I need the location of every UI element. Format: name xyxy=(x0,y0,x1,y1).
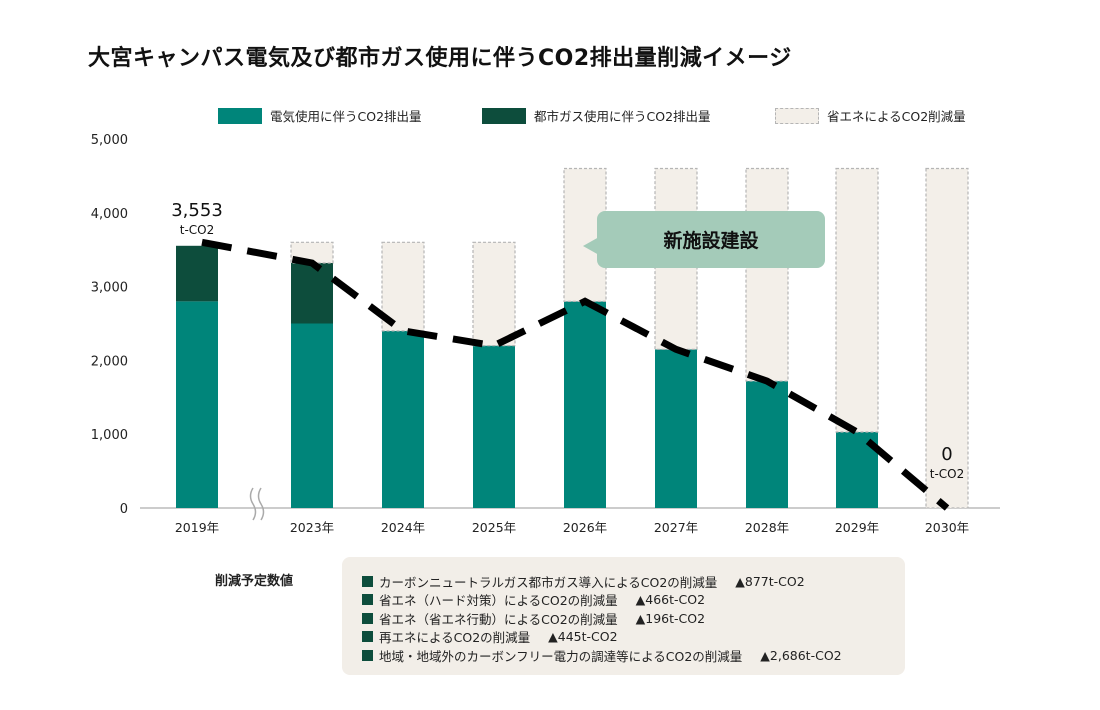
bar-electric xyxy=(655,349,697,508)
schedule-item: 省エネ（ハード対策）によるCO2の削減量 ▲466t-CO2 xyxy=(362,591,842,610)
bar-gas xyxy=(291,262,333,324)
schedule-item-value: ▲196t-CO2 xyxy=(635,610,706,626)
schedule-item-text: 地域・地域外のカーボンフリー電力の調達等によるCO2の削減量 xyxy=(379,648,743,664)
legend-electric: 電気使用に伴うCO2排出量 xyxy=(218,106,422,125)
start-unit-label: t-CO2 xyxy=(180,223,215,237)
bar-electric xyxy=(291,323,333,508)
legend-label: 電気使用に伴うCO2排出量 xyxy=(270,109,422,124)
bullet-square-icon xyxy=(362,594,373,606)
schedule-item: カーボンニュートラルガス都市ガス導入によるCO2の削減量 ▲877t-CO2 xyxy=(362,572,842,591)
schedule-item-value: ▲466t-CO2 xyxy=(635,592,706,608)
bullet-square-icon xyxy=(362,649,373,661)
bar-reduction xyxy=(835,167,879,433)
x-tick-label: 2024年 xyxy=(381,520,425,535)
x-tick-label: 2023年 xyxy=(290,520,334,535)
legend-reduction: 省エネによるCO2削減量 xyxy=(775,106,966,125)
x-tick-label: 2030年 xyxy=(925,520,969,535)
y-tick-label: 4,000 xyxy=(91,207,128,222)
schedule-item: 省エネ（省エネ行動）によるCO2の削減量 ▲196t-CO2 xyxy=(362,609,842,628)
chart-title: 大宮キャンパス電気及び都市ガス使用に伴うCO2排出量削減イメージ xyxy=(88,46,792,71)
bar-electric xyxy=(746,381,788,508)
bar-electric xyxy=(564,301,606,508)
y-tick-label: 3,000 xyxy=(91,281,128,296)
schedule-item-text: カーボンニュートラルガス都市ガス導入によるCO2の削減量 xyxy=(379,574,718,590)
chart-plot: 0 1,000 2,000 3,000 4,000 5,000 2019年 2023年 2024… xyxy=(91,133,1000,535)
legend-label: 都市ガス使用に伴うCO2排出量 xyxy=(534,109,711,124)
y-tick-label: 1,000 xyxy=(91,428,128,443)
legend-swatch-gas xyxy=(482,107,526,124)
bar-electric xyxy=(176,301,218,508)
schedule-item: 地域・地域外のカーボンフリー電力の調達等によるCO2の削減量 ▲2,686t-CO… xyxy=(362,646,842,665)
bullet-square-icon xyxy=(362,612,373,624)
legend-gas: 都市ガス使用に伴うCO2排出量 xyxy=(482,106,711,125)
axis-break-mark xyxy=(249,487,257,521)
x-tick-label: 2028年 xyxy=(745,520,789,535)
bullet-square-icon xyxy=(362,631,373,643)
bar-reduction xyxy=(745,167,789,382)
schedule-box: カーボンニュートラルガス都市ガス導入によるCO2の削減量 ▲877t-CO2 省エネ… xyxy=(342,557,905,675)
bar-reduction xyxy=(381,241,425,332)
schedule-item-value: ▲2,686t-CO2 xyxy=(760,647,842,663)
y-tick-label: 0 xyxy=(120,502,128,517)
bar-reduction xyxy=(472,241,516,347)
legend-swatch-reduction xyxy=(775,107,819,124)
trend-line xyxy=(201,238,950,511)
y-tick-label: 2,000 xyxy=(91,354,128,369)
schedule-label: 削減予定数値 xyxy=(215,574,294,589)
end-value-label: 0 xyxy=(941,444,952,465)
x-tick-label: 2025年 xyxy=(472,520,516,535)
end-unit-label: t-CO2 xyxy=(930,467,965,481)
bar-electric xyxy=(382,330,424,508)
bullet-square-icon xyxy=(362,575,373,587)
y-tick-label: 5,000 xyxy=(91,133,128,148)
x-tick-label: 2019年 xyxy=(175,520,219,535)
x-tick-label: 2026年 xyxy=(563,520,607,535)
x-tick-label: 2027年 xyxy=(654,520,698,535)
schedule-item-text: 再エネによるCO2の削減量 xyxy=(379,630,531,646)
callout-new-facility: 新施設建設 xyxy=(583,211,825,268)
schedule-item: 再エネによるCO2の削減量 ▲445t-CO2 xyxy=(362,628,842,647)
bar-gas xyxy=(176,245,218,302)
schedule-item-value: ▲445t-CO2 xyxy=(548,629,618,645)
x-tick-label: 2029年 xyxy=(835,520,879,535)
legend-label: 省エネによるCO2削減量 xyxy=(827,109,966,124)
schedule-item-value: ▲877t-CO2 xyxy=(735,573,805,589)
start-value-label: 3,553 xyxy=(171,200,223,221)
schedule-item-text: 省エネ（省エネ行動）によるCO2の削減量 xyxy=(379,611,618,627)
schedule-item-text: 省エネ（ハード対策）によるCO2の削減量 xyxy=(379,593,618,609)
axis-break-mark xyxy=(257,487,265,521)
legend-swatch-electric xyxy=(218,107,262,124)
bar-electric xyxy=(473,345,515,508)
